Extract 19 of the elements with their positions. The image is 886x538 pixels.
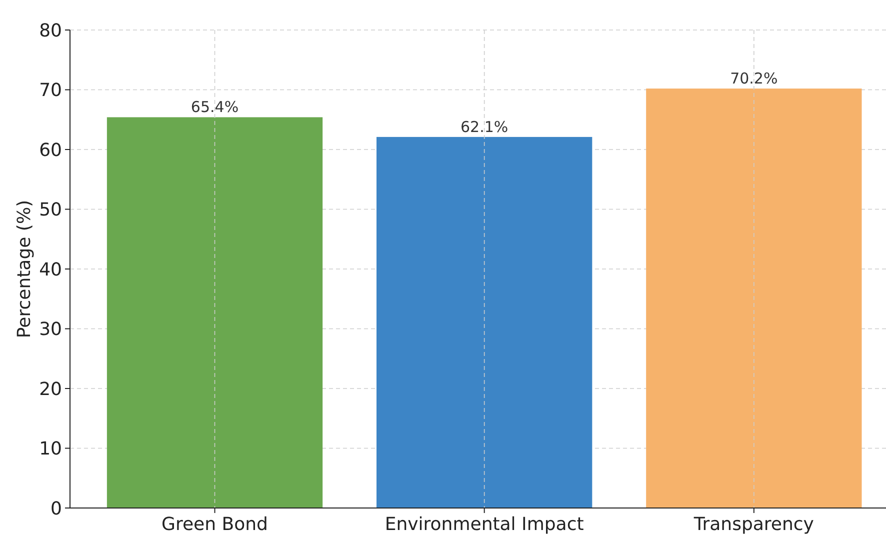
y-tick-label: 80	[39, 20, 62, 42]
y-tick-label: 20	[39, 378, 62, 400]
y-tick-label: 10	[39, 438, 62, 460]
bar	[376, 136, 592, 508]
bar	[646, 88, 862, 508]
x-tick-label: Green Bond	[162, 514, 268, 535]
y-tick-label: 60	[39, 140, 62, 161]
x-tick-label: Environmental Impact	[384, 514, 584, 535]
y-tick-label: 30	[39, 319, 62, 340]
y-tick-label: 0	[50, 498, 62, 520]
data-label: 65.4%	[190, 98, 239, 116]
y-tick-label: 70	[39, 80, 62, 102]
y-axis-title: Percentage (%)	[14, 200, 35, 338]
x-tick-label: Transparency	[692, 514, 814, 535]
data-label: 70.2%	[730, 70, 778, 88]
data-label: 62.1%	[460, 118, 508, 136]
y-tick-label: 50	[39, 200, 62, 221]
bar	[106, 117, 323, 508]
y-tick-label: 40	[39, 259, 62, 280]
